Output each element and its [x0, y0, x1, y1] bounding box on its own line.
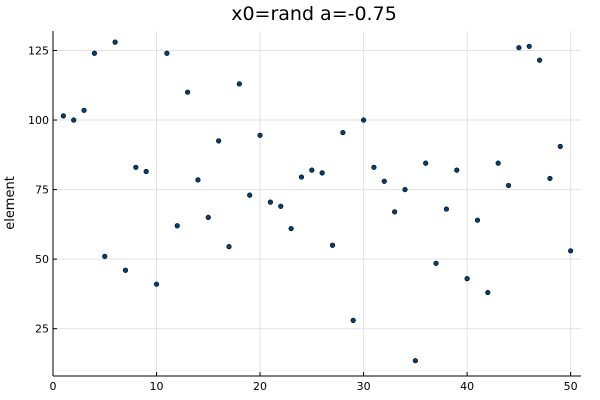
data-point: [329, 242, 336, 248]
data-point: [164, 50, 170, 56]
axes: [52, 31, 581, 377]
y-axis-label: element: [3, 176, 18, 230]
x-tick-label: 40: [460, 380, 474, 393]
data-point: [526, 43, 532, 49]
data-point: [60, 113, 66, 119]
y-tick-label: 25: [35, 323, 49, 336]
data-point: [381, 178, 387, 184]
data-point: [143, 168, 149, 175]
data-point: [298, 174, 305, 180]
data-point: [195, 177, 201, 183]
data-point: [71, 117, 77, 123]
data-point: [371, 164, 377, 170]
data-point: [81, 107, 87, 113]
data-point: [412, 358, 418, 364]
data-point: [267, 199, 274, 205]
data-point: [536, 57, 543, 63]
y-tick-label: 100: [28, 114, 49, 127]
data-point: [319, 170, 325, 176]
data-point: [485, 289, 491, 296]
data-point: [402, 186, 408, 193]
data-point: [133, 164, 139, 170]
chart-title: x0=rand a=-0.75: [231, 3, 397, 25]
x-tick-label: 10: [150, 380, 164, 393]
data-point: [247, 192, 253, 198]
data-point: [568, 248, 574, 254]
data-point: [102, 253, 108, 259]
data-point: [443, 206, 450, 212]
data-point: [236, 81, 242, 87]
data-point: [557, 143, 563, 150]
data-point: [226, 244, 232, 250]
data-point: [505, 182, 512, 189]
x-tick-label: 0: [50, 380, 57, 393]
data-point: [340, 129, 346, 136]
data-point: [495, 160, 501, 166]
data-point: [278, 203, 284, 209]
tick-labels: 0 10 20 30 40 50 25 50 75 100 125: [28, 44, 578, 393]
y-tick-label: 50: [35, 253, 49, 266]
data-point: [216, 138, 222, 144]
data-point: [174, 223, 180, 229]
y-tick-label: 75: [35, 184, 49, 197]
data-point: [392, 209, 398, 215]
data-point: [112, 39, 118, 45]
data-point: [516, 45, 522, 51]
x-tick-label: 20: [253, 380, 267, 393]
x-tick-label: 50: [564, 380, 578, 393]
data-points: [60, 39, 574, 364]
data-point: [360, 117, 367, 123]
data-point: [91, 50, 98, 56]
data-point: [464, 276, 470, 282]
data-point: [288, 225, 294, 232]
data-point: [122, 267, 129, 273]
data-point: [184, 89, 191, 95]
data-point: [433, 260, 439, 266]
data-point: [474, 217, 481, 223]
data-point: [153, 281, 160, 287]
data-point: [423, 160, 429, 166]
data-point: [205, 214, 211, 221]
data-point: [350, 317, 356, 323]
data-point: [309, 167, 315, 173]
y-tick-label: 125: [28, 44, 49, 57]
data-point: [454, 167, 460, 173]
data-point: [257, 132, 263, 138]
x-tick-label: 30: [357, 380, 371, 393]
grid-lines: [52, 31, 581, 376]
data-point: [547, 175, 553, 182]
